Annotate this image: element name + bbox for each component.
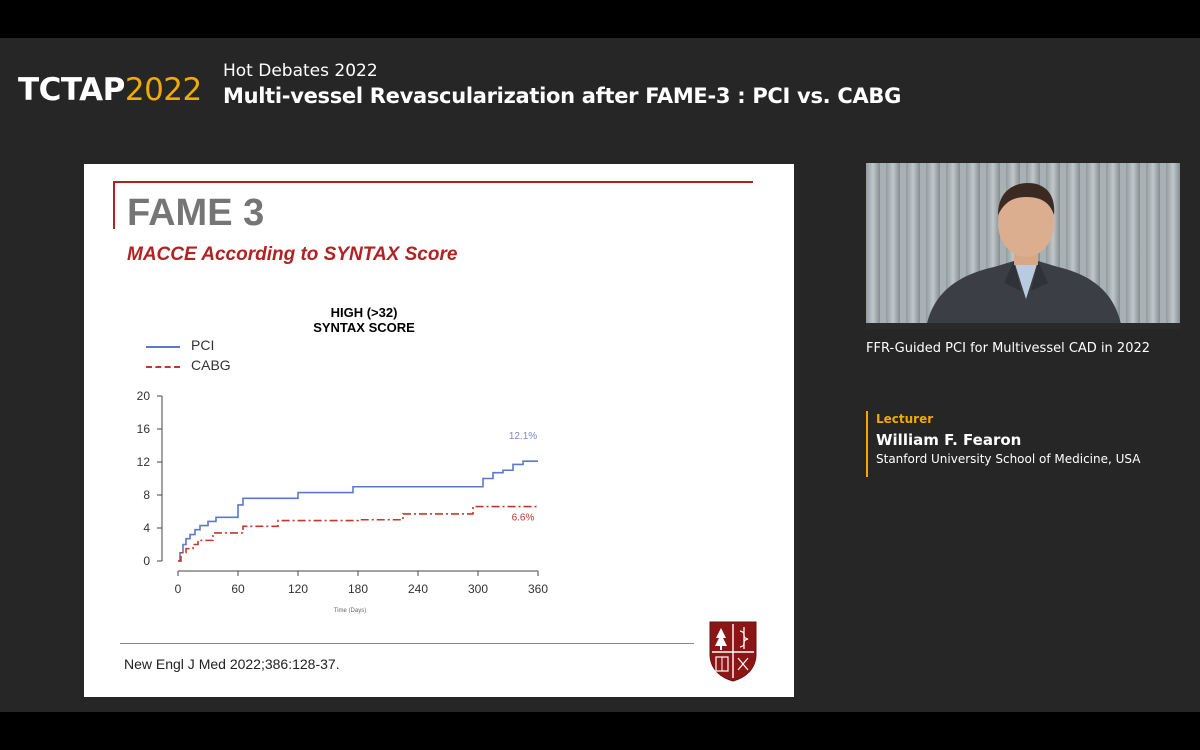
event-logo: TCTAP2022 — [18, 70, 202, 110]
series-line-cabg — [178, 505, 538, 562]
y-tick-label-16: 16 — [137, 422, 151, 436]
x-tick-label-60: 60 — [231, 582, 245, 596]
legend-label-pci: PCI — [191, 337, 215, 353]
x-tick-label-180: 180 — [348, 582, 368, 596]
km-chart: 0 4 8 12 16 20 0 60 120 180 240 300 360 Time (Days) 12… — [137, 389, 549, 614]
slide-subtitle: MACCE According to SYNTAX Score — [127, 244, 458, 265]
session-label: Hot Debates 2022 — [223, 61, 378, 81]
curtain-fold — [1166, 163, 1180, 329]
curtain-fold — [1146, 163, 1160, 329]
chart-title: HIGH (>32) SYNTAX SCORE — [284, 305, 444, 335]
lecturer-name: William F. Fearon — [876, 431, 1022, 449]
slide-title: FAME 3 — [127, 192, 265, 234]
chart-title-line-1: HIGH (>32) — [330, 305, 398, 320]
end-label-pci: 12.1% — [509, 431, 537, 442]
curtain-fold — [926, 163, 940, 329]
slide-left-rule — [113, 181, 115, 229]
slide-bottom-rule — [120, 643, 694, 644]
x-axis-label: Time (Days) — [334, 608, 366, 614]
speaker-video — [866, 163, 1180, 329]
y-tick-label-20: 20 — [137, 389, 151, 403]
stanford-medicine-seal — [709, 621, 757, 682]
lecturer-accent-bar — [866, 411, 868, 477]
legend-swatch-pci — [146, 346, 180, 348]
citation: New Engl J Med 2022;386:128-37. — [124, 656, 340, 672]
presentation-slide: FAME 3 MACCE According to SYNTAX Score H… — [84, 164, 794, 697]
letterbox-top — [0, 0, 1200, 38]
x-tick-label-360: 360 — [528, 582, 548, 596]
video-caption: FFR-Guided PCI for Multivessel CAD in 20… — [866, 341, 1151, 356]
chart-title-line-2: SYNTAX SCORE — [313, 320, 415, 335]
y-tick-label-12: 12 — [137, 455, 151, 469]
letterbox-bottom — [0, 712, 1200, 750]
curtain-fold — [1106, 163, 1120, 329]
x-tick-label-300: 300 — [468, 582, 488, 596]
lecturer-affiliation: Stanford University School of Medicine, … — [876, 452, 1141, 466]
x-tick-label-120: 120 — [288, 582, 308, 596]
brand-year: 2022 — [124, 72, 202, 108]
slide-top-rule — [113, 181, 753, 183]
end-label-cabg: 6.6% — [512, 513, 535, 524]
curtain-fold — [906, 163, 920, 329]
x-tick-label-240: 240 — [408, 582, 428, 596]
brand-name: TCTAP — [18, 72, 125, 108]
x-tick-label-0: 0 — [175, 582, 182, 596]
series-line-pci — [178, 460, 538, 562]
lecturer-tag: Lecturer — [876, 412, 934, 426]
y-tick-label-4: 4 — [143, 521, 150, 535]
curtain-fold — [886, 163, 900, 329]
legend-label-cabg: CABG — [191, 357, 231, 373]
curtain-fold — [1126, 163, 1140, 329]
legend-swatch-cabg — [146, 366, 180, 368]
y-tick-label-0: 0 — [143, 554, 150, 568]
y-tick-label-8: 8 — [143, 488, 150, 502]
curtain-fold — [866, 163, 880, 329]
session-title: Multi-vessel Revascularization after FAM… — [223, 84, 902, 108]
